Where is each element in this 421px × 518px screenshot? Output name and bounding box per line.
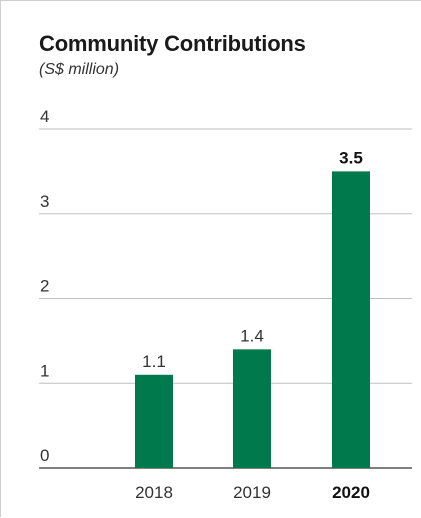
y-tick-label: 2 xyxy=(40,277,49,296)
x-tick-label-2019: 2019 xyxy=(233,483,271,502)
value-label-2020: 3.5 xyxy=(339,148,363,167)
value-label-2019: 1.4 xyxy=(240,326,264,345)
y-tick-label: 3 xyxy=(40,192,49,211)
bars xyxy=(135,171,370,468)
chart-subtitle: (S$ million) xyxy=(39,61,120,78)
x-tick-label-2020: 2020 xyxy=(332,483,370,502)
bar-2018 xyxy=(135,374,173,468)
value-labels: 1.1 1.4 3.5 xyxy=(142,148,363,370)
bar-2019 xyxy=(233,349,271,468)
chart-title: Community Contributions xyxy=(39,31,306,56)
y-tick-label: 0 xyxy=(40,446,49,465)
value-label-2018: 1.1 xyxy=(142,352,166,371)
y-axis-ticks: 0 1 2 3 4 xyxy=(40,107,49,465)
bar-2020 xyxy=(332,171,370,468)
y-tick-label: 4 xyxy=(40,107,49,126)
y-tick-label: 1 xyxy=(40,361,49,380)
x-tick-label-2018: 2018 xyxy=(135,483,173,502)
x-axis-labels: 2018 2019 2020 xyxy=(135,483,370,502)
